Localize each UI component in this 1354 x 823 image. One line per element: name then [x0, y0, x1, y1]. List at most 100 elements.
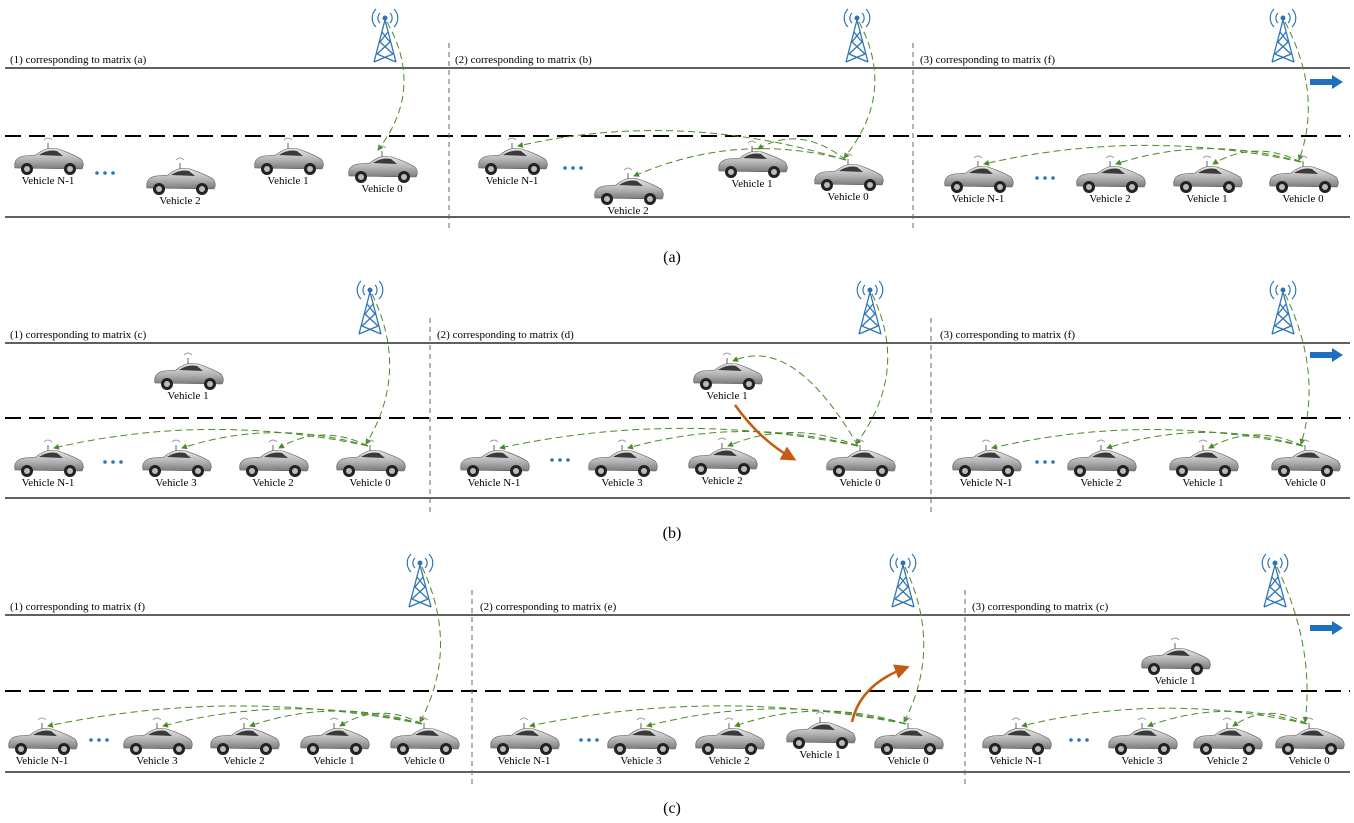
vehicle-label: Vehicle 2	[1089, 193, 1130, 205]
antenna-signal	[1106, 156, 1114, 158]
vehicle-icon	[1142, 638, 1211, 675]
vehicle-icon	[461, 440, 530, 477]
ellipsis-dot	[1051, 176, 1055, 180]
vehicle-label: Vehicle 2	[708, 755, 749, 767]
antenna-signal	[723, 353, 731, 355]
vehicle-label: Vehicle 1	[1182, 477, 1223, 489]
vehicle-label: Vehicle 1	[1154, 675, 1195, 687]
vehicle-icon	[719, 141, 788, 178]
vehicle-label: Vehicle 0	[361, 183, 403, 195]
signal-arc	[1276, 13, 1278, 23]
vehicle-icon	[211, 718, 280, 755]
signal-arc	[875, 285, 877, 295]
rim	[1129, 184, 1135, 190]
v2i-link	[844, 22, 875, 158]
rim	[488, 166, 494, 172]
rim	[24, 468, 30, 474]
rim	[641, 468, 647, 474]
rim	[1179, 468, 1185, 474]
rim	[1285, 746, 1291, 752]
panel-title: (1) corresponding to matrix (c)	[10, 329, 147, 341]
diagram: (a) (1) corresponding to matrix (a) Vehicl…	[0, 0, 1354, 823]
ellipsis-dot	[89, 738, 93, 742]
v2v-link	[1209, 435, 1303, 448]
vehicle-label: Vehicle 2	[252, 477, 293, 489]
row-caption: (c)	[663, 800, 681, 817]
vehicle-label: Vehicle 1	[167, 390, 208, 402]
tower-top	[1281, 288, 1286, 293]
antenna-signal	[1305, 718, 1313, 720]
vehicle-label: Vehicle 0	[349, 477, 391, 489]
rim	[156, 186, 162, 192]
rim	[741, 466, 747, 472]
rim	[839, 740, 845, 746]
vehicle-label: Vehicle 1	[313, 755, 354, 767]
vehicle-label: Vehicle N-1	[22, 477, 75, 489]
vehicle-icon	[787, 712, 856, 749]
signal-arc	[1292, 281, 1296, 299]
rim	[152, 468, 158, 474]
antenna-signal	[1223, 718, 1231, 720]
row-caption: (a)	[663, 249, 681, 266]
signal-arc	[429, 554, 433, 572]
rim	[1035, 746, 1041, 752]
vehicle-label: Vehicle 0	[1282, 193, 1324, 205]
vehicle-icon	[1170, 440, 1239, 477]
panel-title: (1) corresponding to matrix (a)	[10, 54, 147, 66]
signal-arc	[850, 13, 852, 23]
signal-arc	[896, 558, 898, 568]
rim	[1226, 184, 1232, 190]
signal-arc	[1270, 281, 1274, 299]
vehicle-label: Vehicle N-1	[952, 193, 1005, 205]
ellipsis-dot	[1035, 460, 1039, 464]
antenna-signal	[816, 712, 824, 714]
rim	[647, 196, 653, 202]
rim	[867, 182, 873, 188]
ellipsis-dot	[1077, 738, 1081, 742]
antenna-signal	[172, 440, 180, 442]
tower-frame	[359, 292, 381, 334]
vehicle-icon	[491, 718, 560, 755]
vehicle-label: Vehicle 0	[827, 191, 869, 203]
antenna-signal	[844, 154, 852, 156]
tower-top	[383, 16, 388, 21]
vehicle-icon	[1194, 718, 1263, 755]
ellipsis-dot	[111, 171, 115, 175]
signal-arc	[857, 281, 861, 299]
panel-title: (1) corresponding to matrix (f)	[10, 601, 145, 613]
antenna-signal	[490, 440, 498, 442]
tower-top	[868, 288, 873, 293]
tower-top	[1281, 16, 1286, 21]
vehicle-icon	[696, 718, 765, 755]
ellipsis-dot	[1035, 176, 1039, 180]
rim	[61, 746, 67, 752]
rim	[748, 746, 754, 752]
vehicle-icon	[301, 718, 370, 755]
v2v-link	[1022, 708, 1307, 726]
rim	[660, 746, 666, 752]
v2v-link	[279, 435, 368, 448]
antenna-signal	[974, 156, 982, 158]
vehicle-label: Vehicle 0	[839, 477, 881, 489]
vehicle-label: Vehicle N-1	[498, 755, 551, 767]
base-station	[890, 554, 916, 607]
base-station	[1270, 281, 1296, 334]
signal-arc	[1270, 9, 1274, 27]
signal-arc	[378, 13, 380, 23]
rim	[1279, 184, 1285, 190]
signal-arc	[1284, 554, 1288, 572]
tower-top	[855, 16, 860, 21]
rim	[67, 468, 73, 474]
rim	[879, 468, 885, 474]
ellipsis-dot	[119, 460, 123, 464]
antenna-signal	[330, 718, 338, 720]
ellipsis-dot	[103, 460, 107, 464]
v2i-link	[420, 567, 441, 722]
vehicle-icon	[240, 440, 309, 477]
panel-title: (2) corresponding to matrix (e)	[480, 601, 617, 613]
vehicle-label: Vehicle 3	[601, 477, 643, 489]
ellipsis-dot	[105, 738, 109, 742]
v2v-link	[340, 713, 422, 726]
vehicle-label: Vehicle 3	[1121, 755, 1163, 767]
row-caption: (b)	[663, 525, 682, 542]
